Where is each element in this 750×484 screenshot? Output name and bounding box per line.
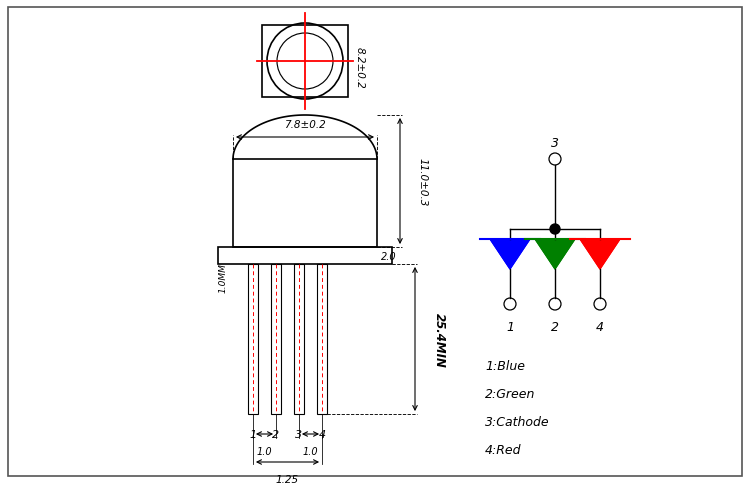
Text: 3: 3: [551, 136, 559, 150]
Text: 1: 1: [506, 320, 514, 333]
Bar: [271, 264, 281, 414]
Text: 3: 3: [296, 429, 302, 439]
Text: 1.0: 1.0: [303, 446, 318, 456]
Text: 8.2±0.2: 8.2±0.2: [355, 47, 365, 89]
Circle shape: [550, 225, 560, 235]
Polygon shape: [535, 240, 575, 270]
Text: 2:Green: 2:Green: [485, 387, 536, 400]
Bar: [233, 160, 377, 247]
Text: 1.25: 1.25: [276, 474, 299, 484]
Text: 4: 4: [596, 320, 604, 333]
Text: 25.4MIN: 25.4MIN: [433, 312, 446, 367]
Text: 2.0: 2.0: [381, 251, 397, 261]
Text: 4: 4: [319, 429, 326, 439]
Text: 3:Cathode: 3:Cathode: [485, 415, 550, 428]
Text: 7.8±0.2: 7.8±0.2: [284, 120, 326, 130]
Text: 1.0: 1.0: [256, 446, 272, 456]
Bar: [294, 264, 304, 414]
Polygon shape: [580, 240, 620, 270]
Text: 11.0±0.3: 11.0±0.3: [418, 157, 428, 206]
Text: 1:Blue: 1:Blue: [485, 359, 525, 372]
Text: 4:Red: 4:Red: [485, 443, 521, 456]
Text: 1: 1: [250, 429, 256, 439]
Polygon shape: [490, 240, 530, 270]
Text: 2: 2: [551, 320, 559, 333]
Bar: [218, 247, 392, 264]
Bar: [262, 26, 348, 98]
Text: 2: 2: [272, 429, 280, 439]
Bar: [248, 264, 258, 414]
Text: 1.0MM: 1.0MM: [218, 262, 227, 292]
Bar: [317, 264, 327, 414]
